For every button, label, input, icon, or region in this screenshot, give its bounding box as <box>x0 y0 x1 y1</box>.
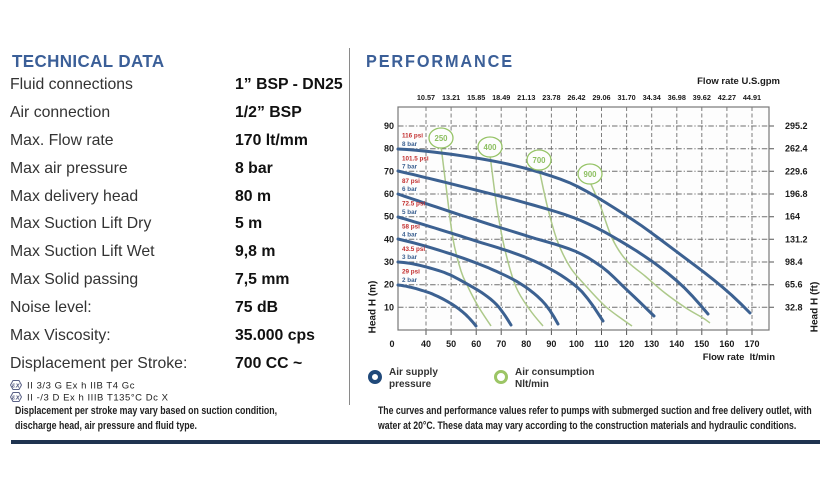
svg-text:90: 90 <box>546 339 556 349</box>
svg-text:80: 80 <box>384 144 394 154</box>
svg-text:700: 700 <box>532 156 546 165</box>
svg-text:18.49: 18.49 <box>492 93 510 102</box>
svg-text:20: 20 <box>384 280 394 290</box>
svg-text:196.8: 196.8 <box>785 189 808 199</box>
svg-text:65.6: 65.6 <box>785 280 803 290</box>
svg-text:170: 170 <box>744 339 759 349</box>
svg-text:160: 160 <box>719 339 734 349</box>
svg-text:40: 40 <box>421 339 431 349</box>
svg-text:43.5 psi: 43.5 psi <box>402 246 425 253</box>
svg-text:98.4: 98.4 <box>785 257 803 267</box>
svg-text:Flow rate lt/min: Flow rate lt/min <box>703 352 776 363</box>
svg-text:21.13: 21.13 <box>517 93 535 102</box>
svg-text:Head H (ft): Head H (ft) <box>810 282 821 333</box>
svg-text:5 bar: 5 bar <box>402 209 418 216</box>
svg-text:70: 70 <box>384 166 394 176</box>
svg-text:40: 40 <box>384 234 394 244</box>
svg-text:87 psi: 87 psi <box>402 178 420 185</box>
svg-text:295.2: 295.2 <box>785 121 808 131</box>
svg-text:29 psi: 29 psi <box>402 269 420 276</box>
svg-text:39.62: 39.62 <box>693 93 711 102</box>
svg-text:6 bar: 6 bar <box>402 186 418 193</box>
svg-text:900: 900 <box>583 170 597 179</box>
svg-text:13.21: 13.21 <box>442 93 460 102</box>
svg-text:116 psi: 116 psi <box>402 133 423 140</box>
svg-text:42.27: 42.27 <box>718 93 736 102</box>
svg-text:4 bar: 4 bar <box>402 232 418 239</box>
svg-text:31.70: 31.70 <box>617 93 635 102</box>
svg-text:44.91: 44.91 <box>743 93 761 102</box>
svg-text:70: 70 <box>496 339 506 349</box>
svg-text:164: 164 <box>785 212 800 222</box>
svg-text:80: 80 <box>521 339 531 349</box>
svg-text:131.2: 131.2 <box>785 234 808 244</box>
svg-text:23.78: 23.78 <box>542 93 560 102</box>
svg-text:140: 140 <box>669 339 684 349</box>
svg-text:250: 250 <box>434 134 448 143</box>
svg-text:34.34: 34.34 <box>643 93 662 102</box>
svg-text:3 bar: 3 bar <box>402 254 418 261</box>
svg-text:2 bar: 2 bar <box>402 277 418 284</box>
svg-text:101.5 psi: 101.5 psi <box>402 155 429 162</box>
svg-text:50: 50 <box>446 339 456 349</box>
svg-text:50: 50 <box>384 212 394 222</box>
svg-text:30: 30 <box>384 257 394 267</box>
svg-text:Head H (m): Head H (m) <box>368 281 379 334</box>
svg-text:130: 130 <box>644 339 659 349</box>
svg-text:262.4: 262.4 <box>785 144 808 154</box>
svg-text:εx: εx <box>12 394 21 401</box>
svg-text:0: 0 <box>389 339 394 349</box>
svg-text:8 bar: 8 bar <box>402 141 418 148</box>
svg-text:58 psi: 58 psi <box>402 223 420 230</box>
svg-text:110: 110 <box>594 339 609 349</box>
svg-text:7 bar: 7 bar <box>402 164 418 171</box>
svg-text:150: 150 <box>694 339 709 349</box>
svg-text:26.42: 26.42 <box>567 93 585 102</box>
svg-text:60: 60 <box>471 339 481 349</box>
svg-text:60: 60 <box>384 189 394 199</box>
svg-text:100: 100 <box>569 339 584 349</box>
svg-text:229.6: 229.6 <box>785 166 808 176</box>
svg-text:10.57: 10.57 <box>417 93 435 102</box>
svg-text:90: 90 <box>384 121 394 131</box>
svg-text:72.5 psi: 72.5 psi <box>402 201 425 208</box>
svg-text:32.8: 32.8 <box>785 302 803 312</box>
svg-text:400: 400 <box>483 143 497 152</box>
svg-text:120: 120 <box>619 339 634 349</box>
svg-text:Flow rate U.S.gpm: Flow rate U.S.gpm <box>697 76 780 87</box>
svg-text:29.06: 29.06 <box>592 93 610 102</box>
svg-text:15.85: 15.85 <box>467 93 485 102</box>
svg-text:36.98: 36.98 <box>668 93 686 102</box>
svg-text:10: 10 <box>384 302 394 312</box>
svg-text:εx: εx <box>12 382 21 389</box>
